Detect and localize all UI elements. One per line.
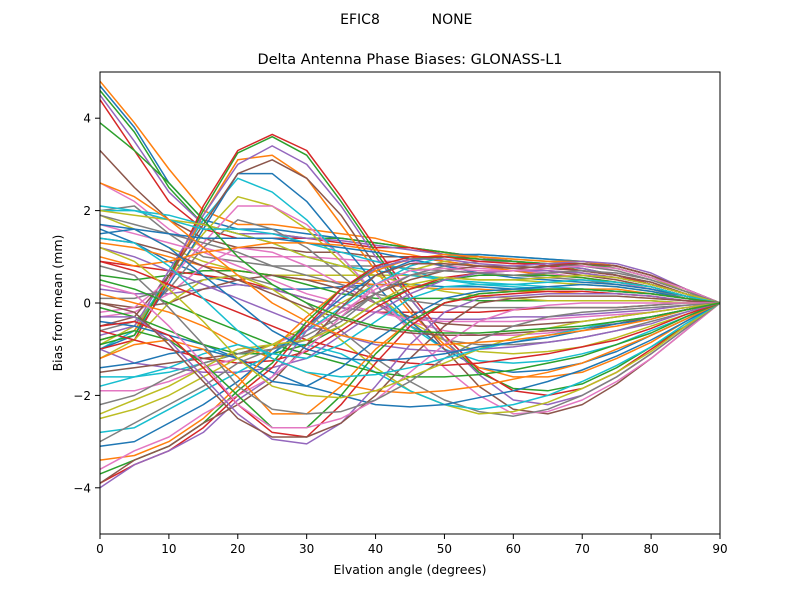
series-line xyxy=(99,214,720,309)
x-tick-label: 60 xyxy=(506,542,521,556)
series-line xyxy=(99,246,721,399)
series-line xyxy=(99,269,721,443)
y-tick-label: −4 xyxy=(73,481,91,495)
y-tick-label: −2 xyxy=(73,389,91,403)
series-line xyxy=(99,265,721,470)
plot-area xyxy=(99,71,721,535)
y-tick-label: 0 xyxy=(83,297,91,311)
x-tick-label: 0 xyxy=(96,542,104,556)
y-tick-label: 4 xyxy=(83,112,91,126)
x-tick-label: 20 xyxy=(230,542,245,556)
chart-title: Delta Antenna Phase Biases: GLONASS-L1 xyxy=(257,52,562,68)
suptitle-left: EFIC8 xyxy=(340,12,380,28)
series-line xyxy=(99,262,721,484)
series-line xyxy=(99,279,721,387)
y-axis-label: Bias from mean (mm) xyxy=(50,235,65,372)
series-line xyxy=(99,253,721,434)
suptitle-right: NONE xyxy=(432,12,473,28)
series-line xyxy=(99,283,720,429)
y-axis: −4 −2 0 2 4 xyxy=(73,112,100,495)
y-tick-label: 2 xyxy=(83,204,91,218)
series-line xyxy=(99,223,721,362)
x-tick-label: 50 xyxy=(437,542,452,556)
x-axis: 0 10 20 30 40 50 60 70 80 90 xyxy=(96,534,728,556)
series-group xyxy=(99,80,721,489)
series-line xyxy=(99,246,721,353)
series-line xyxy=(99,122,721,334)
x-tick-label: 30 xyxy=(299,542,314,556)
x-tick-label: 80 xyxy=(643,542,658,556)
x-tick-label: 10 xyxy=(161,542,176,556)
x-tick-label: 70 xyxy=(575,542,590,556)
series-line xyxy=(99,293,721,394)
series-line xyxy=(99,265,721,374)
x-axis-label: Elvation angle (degrees) xyxy=(333,562,486,577)
x-tick-label: 40 xyxy=(368,542,383,556)
series-line xyxy=(99,182,721,346)
series-line xyxy=(99,80,721,304)
series-line xyxy=(99,265,721,415)
series-line xyxy=(99,258,721,489)
x-tick-label: 90 xyxy=(712,542,727,556)
